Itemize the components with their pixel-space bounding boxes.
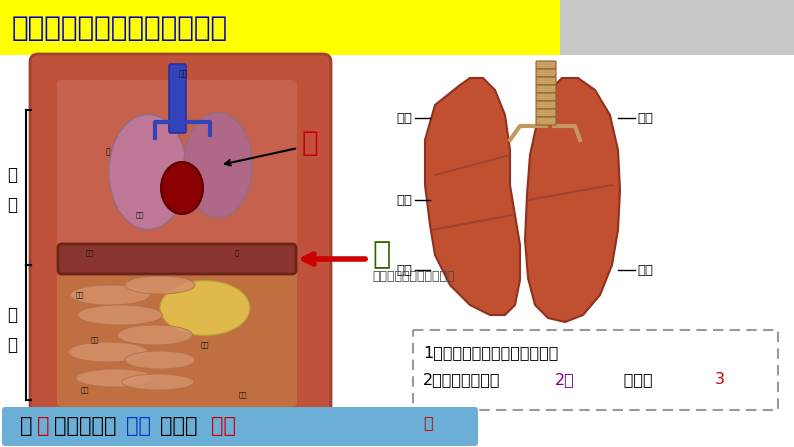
Ellipse shape — [161, 162, 203, 214]
FancyBboxPatch shape — [30, 54, 331, 425]
Ellipse shape — [125, 351, 195, 369]
Text: 上叶: 上叶 — [637, 111, 653, 125]
Text: 膈: 膈 — [37, 416, 49, 436]
Ellipse shape — [160, 281, 250, 336]
FancyBboxPatch shape — [536, 85, 556, 93]
Text: 下叶: 下叶 — [637, 263, 653, 277]
Text: 气管: 气管 — [179, 69, 187, 79]
Text: 2叶: 2叶 — [555, 372, 575, 387]
Text: 胆囊: 胆囊 — [75, 292, 84, 298]
Bar — [148, 62, 198, 112]
Text: 3: 3 — [715, 372, 725, 387]
Text: 肝脏: 肝脏 — [86, 250, 94, 256]
Text: 膈: 膈 — [372, 240, 390, 270]
Text: 大肠: 大肠 — [91, 337, 99, 343]
Text: 下叶: 下叶 — [396, 263, 412, 277]
Ellipse shape — [109, 114, 187, 229]
Text: 1、位置：胸腔内，左右各一个: 1、位置：胸腔内，左右各一个 — [423, 345, 558, 360]
PathPatch shape — [525, 78, 620, 322]
Text: 为界，上为: 为界，上为 — [54, 416, 117, 436]
FancyBboxPatch shape — [536, 69, 556, 77]
Ellipse shape — [68, 342, 148, 362]
FancyBboxPatch shape — [57, 80, 297, 260]
Text: 导学一：肺与外界的气体交换: 导学一：肺与外界的气体交换 — [12, 14, 228, 42]
Bar — [400, 55, 794, 325]
Text: 肺: 肺 — [106, 148, 110, 156]
FancyBboxPatch shape — [57, 267, 297, 407]
Text: 腹
腔: 腹 腔 — [7, 306, 17, 354]
Ellipse shape — [184, 113, 252, 218]
Text: ，下为: ，下为 — [160, 416, 198, 436]
Bar — [0, 55, 794, 447]
FancyBboxPatch shape — [58, 244, 296, 274]
Ellipse shape — [118, 325, 192, 345]
Text: 心脏: 心脏 — [136, 212, 145, 218]
Text: 叶: 叶 — [423, 415, 433, 430]
FancyBboxPatch shape — [536, 117, 556, 125]
FancyBboxPatch shape — [413, 330, 778, 410]
Text: 右肺：: 右肺： — [593, 372, 653, 387]
Text: 胸腔: 胸腔 — [126, 416, 151, 436]
Text: 膀胱: 膀胱 — [239, 392, 247, 398]
FancyBboxPatch shape — [536, 109, 556, 117]
Text: 肺: 肺 — [302, 129, 318, 157]
FancyBboxPatch shape — [169, 64, 186, 133]
Text: 胃: 胃 — [235, 250, 239, 256]
Text: 2、结构：左肺：: 2、结构：左肺： — [423, 372, 500, 387]
FancyBboxPatch shape — [2, 407, 478, 446]
Ellipse shape — [70, 285, 150, 305]
FancyBboxPatch shape — [536, 101, 556, 109]
Text: 小肠: 小肠 — [201, 342, 210, 348]
Ellipse shape — [76, 369, 154, 387]
FancyBboxPatch shape — [536, 77, 556, 85]
PathPatch shape — [425, 78, 520, 315]
Bar — [0, 0, 560, 55]
Text: 上叶: 上叶 — [396, 111, 412, 125]
FancyBboxPatch shape — [536, 61, 556, 69]
FancyBboxPatch shape — [536, 93, 556, 101]
Text: 胸
腔: 胸 腔 — [7, 166, 17, 214]
Ellipse shape — [125, 276, 195, 294]
Text: （主要由肌肉组织构成）: （主要由肌肉组织构成） — [372, 270, 454, 283]
Text: 盲尾: 盲尾 — [81, 387, 89, 393]
Ellipse shape — [122, 374, 194, 390]
Text: 中叶: 中叶 — [396, 194, 412, 207]
Ellipse shape — [78, 305, 163, 325]
Text: 腹腔: 腹腔 — [211, 416, 236, 436]
Text: 以: 以 — [20, 416, 33, 436]
